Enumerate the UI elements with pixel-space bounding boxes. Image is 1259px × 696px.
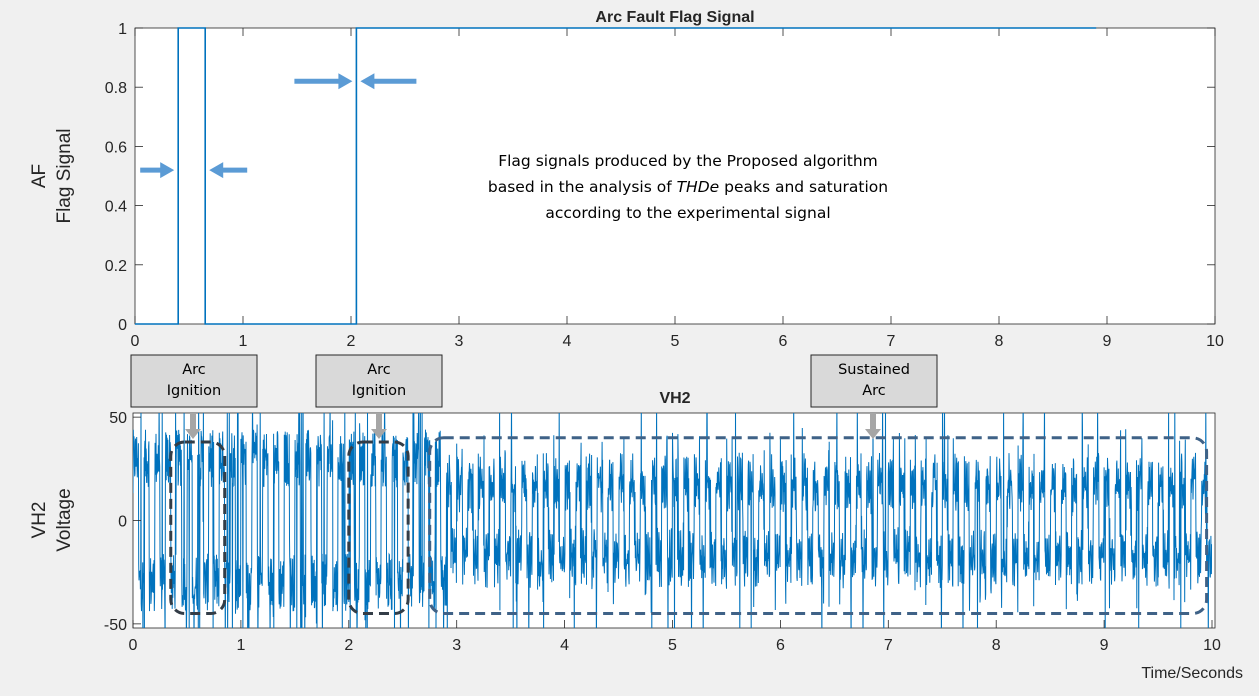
flag-xtick-label: 2: [347, 333, 356, 350]
flag-xtick-label: 9: [1103, 333, 1112, 350]
right-edge-arrow: [209, 162, 248, 179]
vh2-xtick-label: 7: [884, 637, 893, 654]
vh2-xtick-label: 0: [129, 637, 138, 654]
callout-box: [130, 354, 258, 408]
flag-ytick-label: 0.2: [105, 258, 127, 275]
vh2-xtick-label: 6: [776, 637, 785, 654]
vh2-xtick-label: 8: [992, 637, 1001, 654]
flag-ylabel-line2: Flag Signal: [54, 128, 75, 223]
annotation-line-2: based in the analysis of THDe peaks and …: [488, 178, 888, 196]
callout-box: [810, 354, 938, 408]
flag-xtick-label: 5: [671, 333, 680, 350]
callout-label: Ignition: [167, 383, 221, 399]
vh2-ylabel-line1: VH2: [29, 502, 50, 539]
flag-xtick-label: 0: [131, 333, 140, 350]
vh2-xtick-label: 3: [452, 637, 461, 654]
vh2-xtick-label: 10: [1203, 637, 1221, 654]
flag-arrows: [140, 73, 417, 179]
callout-label: Sustained: [838, 362, 910, 378]
vh2-ytick-label: -50: [104, 617, 127, 634]
flag-signal-axes: Arc Fault Flag Signal AF Flag Signal 0 1 2…: [29, 9, 1224, 350]
vh2-xtick-label: 9: [1100, 637, 1109, 654]
left-edge-arrow: [140, 162, 175, 179]
flag-xtick-label: 4: [563, 333, 572, 350]
callout-arrow: [865, 413, 881, 439]
vh2-ytick-label: 50: [109, 410, 127, 427]
vh2-xlabel: Time/Seconds: [1141, 665, 1243, 682]
sustained-right-arrow: [360, 73, 417, 90]
callout-arrow: [185, 413, 201, 439]
annotation-line-3: according to the experimental signal: [545, 204, 830, 222]
vh2-xtick-label: 2: [344, 637, 353, 654]
callout-box: [315, 354, 443, 408]
callout-arrow: [371, 413, 387, 439]
flag-ytick-label: 1: [118, 21, 127, 38]
flag-xtick-label: 1: [239, 333, 248, 350]
flag-chart-title: Arc Fault Flag Signal: [595, 9, 754, 26]
highlight-region: [428, 436, 1209, 616]
vh2-xtick-label: 4: [560, 637, 569, 654]
vh2-ylabel-line2: Voltage: [54, 488, 75, 551]
flag-ytick-label: 0.4: [105, 199, 127, 216]
callouts: Arc Ignition Arc Ignition Sustained Arc: [130, 354, 938, 439]
flag-ticks: 0 1 2 3 4 5 6 7 8 9 10 0 0.2 0.4 0.6 0.8 1: [105, 21, 1224, 350]
flag-ytick-label: 0: [118, 317, 127, 334]
flag-series-line: [135, 27, 1097, 325]
sustained-left-arrow: [294, 73, 353, 90]
annotation-line-1: Flag signals produced by the Proposed al…: [498, 152, 878, 170]
highlight-region: [347, 440, 410, 616]
flag-ytick-label: 0.8: [105, 80, 127, 97]
flag-series: [135, 27, 1097, 325]
vh2-ytick-label: 0: [118, 514, 127, 531]
flag-xtick-label: 3: [455, 333, 464, 350]
vh2-xtick-label: 5: [668, 637, 677, 654]
callout-label: Arc: [367, 362, 391, 378]
vh2-series: [133, 413, 1212, 628]
vh2-series-line: [133, 413, 1212, 628]
vh2-axes: VH2 VH2 Voltage Time/Seconds 0 1 2 3 4 5 6 7 8 9 1…: [29, 390, 1243, 682]
flag-xtick-label: 7: [887, 333, 896, 350]
highlight-region: [169, 440, 227, 616]
vh2-xtick-label: 1: [236, 637, 245, 654]
flag-ytick-label: 0.6: [105, 139, 127, 156]
flag-xtick-label: 6: [779, 333, 788, 350]
flag-ylabel-line1: AF: [29, 164, 50, 188]
flag-xtick-label: 10: [1206, 333, 1224, 350]
callout-label: Arc: [182, 362, 206, 378]
flag-plot-area: [134, 27, 1216, 325]
flag-xtick-label: 8: [995, 333, 1004, 350]
callout-label: Arc: [862, 383, 886, 399]
vh2-chart-title: VH2: [659, 390, 690, 407]
highlight-regions: [169, 436, 1209, 616]
callout-label: Ignition: [352, 383, 406, 399]
